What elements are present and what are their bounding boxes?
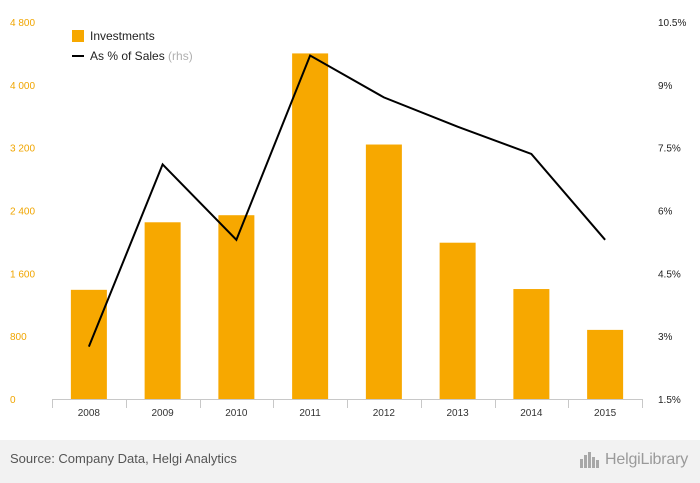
line-pct-of-sales (87, 54, 606, 348)
bar-investments (439, 242, 476, 399)
brand-name: HelgiLibrary (605, 451, 688, 468)
x-tick-label: 2014 (520, 408, 543, 419)
y-left-tick-label: 4 800 (10, 18, 35, 29)
legend-label-rhs-suffix: (rhs) (168, 49, 193, 63)
x-tick-label: 2013 (447, 408, 470, 419)
x-tick-label: 2008 (78, 408, 101, 419)
legend-label-pct-of-sales: As % of Sales (rhs) (90, 49, 193, 63)
y-right-tick-label: 6% (658, 207, 673, 218)
y-left-tick-label: 2 400 (10, 207, 35, 218)
y-left-tick-label: 800 (10, 332, 27, 343)
y-right-tick-label: 9% (658, 81, 673, 92)
brand-logo: HelgiLibrary (579, 449, 688, 471)
y-right-tick-label: 4.5% (658, 269, 681, 280)
bar-investments (513, 289, 550, 399)
x-tick-label: 2010 (225, 408, 248, 419)
chart-svg: 2008 2009 2010 2011 2012 2013 2014 2015 0 800 1 60… (10, 18, 686, 419)
y-left-tick-label: 4 000 (10, 81, 35, 92)
bar-investments (144, 222, 181, 399)
x-tick-label: 2012 (373, 408, 396, 419)
source-note: Source: Company Data, Helgi Analytics (10, 451, 237, 466)
y-right-tick-label: 7.5% (658, 144, 681, 155)
y-left-tick-label: 3 200 (10, 144, 35, 155)
y-left-tick-label: 1 600 (10, 269, 35, 280)
line-layer (87, 54, 606, 348)
bar-investments (218, 215, 255, 399)
bar-investments (365, 144, 402, 399)
y-right-tick-label: 10.5% (658, 18, 686, 29)
x-tick-label: 2011 (299, 408, 321, 419)
x-tick-label: 2009 (152, 408, 175, 419)
y-left-tick-label: 0 (10, 395, 16, 406)
legend-label-investments: Investments (90, 29, 155, 43)
footer: Source: Company Data, Helgi Analytics He… (0, 440, 700, 483)
x-tick-label: 2015 (594, 408, 617, 419)
y-right-tick-label: 1.5% (658, 395, 681, 406)
legend: Investments As % of Sales (rhs) (72, 29, 193, 63)
chart-area: 2008 2009 2010 2011 2012 2013 2014 2015 0 800 1 60… (10, 18, 686, 419)
axes-layer: 2008 2009 2010 2011 2012 2013 2014 2015 0 800 1 60… (10, 18, 686, 419)
bar-investments (292, 53, 329, 400)
legend-swatch-investments (72, 30, 84, 42)
city-skyline-icon (580, 452, 600, 468)
bar-investments (587, 329, 624, 399)
y-right-tick-label: 3% (658, 332, 673, 343)
bars-layer (70, 53, 624, 400)
